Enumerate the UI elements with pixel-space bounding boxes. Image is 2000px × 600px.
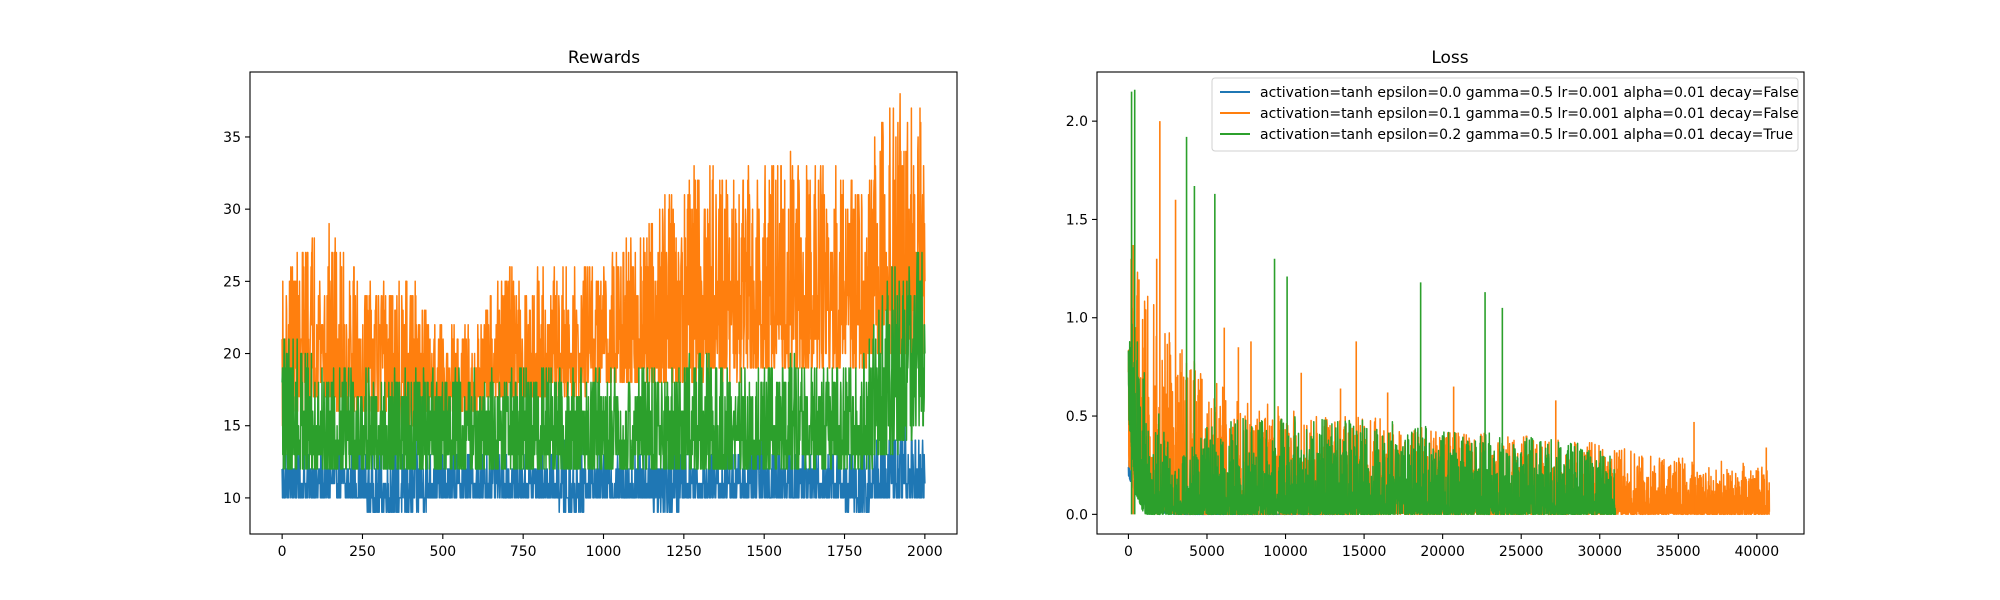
x-tick-label: 5000 (1189, 544, 1225, 560)
x-tick-label: 500 (429, 544, 456, 560)
plot-area (1127, 89, 1771, 516)
y-tick-label: 0.5 (1066, 409, 1088, 425)
x-tick-label: 1000 (586, 544, 622, 560)
chart-title: Loss (1431, 48, 1468, 68)
x-tick-label: 40000 (1735, 544, 1780, 560)
x-tick-label: 1250 (666, 544, 702, 560)
x-tick-label: 30000 (1577, 544, 1622, 560)
axes-frame (249, 71, 958, 535)
loss-chart: Loss 0 5000 10000 15000 20000 25000 30000 35000… (1066, 48, 1805, 560)
x-tick-label: 1500 (746, 544, 782, 560)
y-tick-label: 1.0 (1066, 311, 1088, 327)
series-line (1127, 323, 1617, 516)
x-tick-label: 0 (278, 544, 287, 560)
x-tick-label: 0 (1124, 544, 1133, 560)
chart-title: Rewards (568, 48, 640, 68)
x-tick-label: 750 (510, 544, 537, 560)
y-tick-label: 10 (223, 491, 241, 507)
x-tick-label: 10000 (1263, 544, 1308, 560)
y-tick-label: 20 (223, 347, 241, 363)
axes: 0 250 500 750 1000 1250 1500 1750 2000 10 15 20 25 30… (223, 130, 943, 560)
x-tick-label: 250 (349, 544, 376, 560)
axes-frame (1096, 71, 1805, 535)
x-tick-label: 2000 (907, 544, 943, 560)
y-tick-label: 35 (223, 130, 241, 146)
y-tick-label: 0.0 (1066, 507, 1088, 523)
x-tick-label: 35000 (1656, 544, 1701, 560)
series-line (281, 92, 926, 427)
rewards-chart: Rewards 0 250 500 750 1000 1250 1500 1750 2000 10… (223, 48, 958, 560)
legend-label: activation=tanh epsilon=0.2 gamma=0.5 lr… (1260, 127, 1793, 143)
legend-box (1211, 77, 1799, 152)
x-tick-label: 1750 (827, 544, 863, 560)
y-tick-label: 15 (223, 419, 241, 435)
y-tick-label: 30 (223, 202, 241, 218)
plot-area (281, 92, 926, 514)
x-tick-label: 15000 (1342, 544, 1387, 560)
axes: 0 5000 10000 15000 20000 25000 30000 35000 40000… (1066, 114, 1779, 560)
legend-label: activation=tanh epsilon=0.1 gamma=0.5 lr… (1260, 106, 1799, 122)
legend: activation=tanh epsilon=0.0 gamma=0.5 lr… (1211, 77, 1799, 152)
y-tick-label: 1.5 (1066, 212, 1088, 228)
x-tick-label: 25000 (1499, 544, 1544, 560)
series-line (281, 251, 926, 470)
y-tick-label: 2.0 (1066, 114, 1088, 130)
x-tick-label: 20000 (1420, 544, 1465, 560)
legend-label: activation=tanh epsilon=0.0 gamma=0.5 lr… (1260, 85, 1799, 101)
y-tick-label: 25 (223, 274, 241, 290)
series-line (281, 424, 926, 514)
